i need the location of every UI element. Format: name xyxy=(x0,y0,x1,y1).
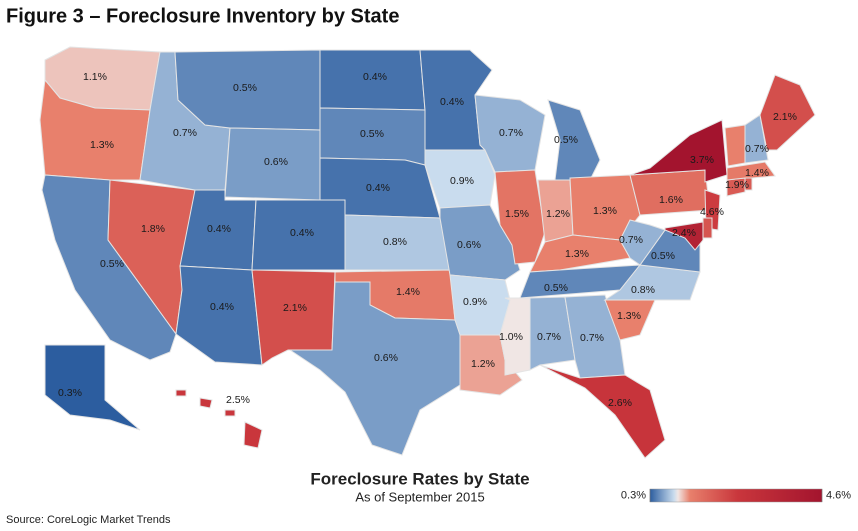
legend-label: 0.3% xyxy=(621,489,646,501)
value-label: 1.2% xyxy=(546,208,570,220)
state xyxy=(494,169,546,265)
legend: 0.3% 4.6% xyxy=(621,488,851,503)
value-label: 4.6% xyxy=(700,206,724,218)
value-label: 0.5% xyxy=(554,134,578,146)
state xyxy=(702,217,713,239)
state xyxy=(44,344,141,431)
state xyxy=(439,204,521,281)
value-label: 1.8% xyxy=(141,223,165,235)
state xyxy=(629,169,711,216)
value-label: 0.4% xyxy=(290,227,314,239)
value-label: 2.4% xyxy=(672,227,696,239)
value-label: 0.4% xyxy=(363,71,387,83)
value-label: 2.5% xyxy=(226,394,250,406)
value-label: 0.7% xyxy=(745,143,769,155)
state xyxy=(759,74,816,151)
value-label: 0.8% xyxy=(631,284,655,296)
value-label: 1.9% xyxy=(725,179,749,191)
value-label: 0.4% xyxy=(207,223,231,235)
state xyxy=(629,119,728,183)
value-label: 1.1% xyxy=(83,71,107,83)
value-label: 1.3% xyxy=(617,310,641,322)
value-label: 0.4% xyxy=(210,301,234,313)
legend-label: 4.6% xyxy=(826,489,851,501)
value-label: 1.3% xyxy=(565,248,589,260)
value-label: 1.4% xyxy=(396,286,420,298)
value-label: 0.5% xyxy=(360,128,384,140)
value-label: 1.3% xyxy=(90,139,114,151)
value-label: 1.4% xyxy=(745,167,769,179)
value-label: 2.6% xyxy=(608,397,632,409)
value-label: 0.9% xyxy=(463,296,487,308)
value-label: 1.3% xyxy=(593,205,617,217)
value-label: 0.5% xyxy=(100,258,124,270)
value-label: 0.7% xyxy=(580,332,604,344)
state xyxy=(288,281,461,456)
value-label: 1.2% xyxy=(471,358,495,370)
value-label: 0.6% xyxy=(264,156,288,168)
labels: 1.1% 1.3% 0.5% 1.8% 0.7% 0.5% 0.6% 0.4% 0.4% 0.4%… xyxy=(58,71,797,409)
value-label: 1.6% xyxy=(659,194,683,206)
subtitle: As of September 2015 xyxy=(355,489,484,504)
state xyxy=(744,177,753,191)
value-label: 0.5% xyxy=(233,82,257,94)
value-label: 0.6% xyxy=(374,352,398,364)
value-label: 0.7% xyxy=(499,127,523,139)
value-label: 0.6% xyxy=(457,239,481,251)
state xyxy=(529,296,576,371)
value-label: 0.7% xyxy=(537,331,561,343)
value-label: 1.5% xyxy=(505,208,529,220)
value-label: 0.9% xyxy=(450,175,474,187)
value-label: 0.7% xyxy=(619,234,643,246)
value-label: 0.5% xyxy=(651,250,675,262)
value-label: 0.5% xyxy=(544,282,568,294)
map xyxy=(39,46,816,459)
state xyxy=(175,265,263,366)
value-label: 0.3% xyxy=(58,387,82,399)
state xyxy=(539,364,666,459)
value-label: 0.7% xyxy=(173,127,197,139)
legend-bar xyxy=(649,488,823,503)
value-label: 0.8% xyxy=(383,236,407,248)
value-label: 1.0% xyxy=(499,331,523,343)
title: Figure 3 – Foreclosure Inventory by Stat… xyxy=(6,5,399,27)
map-title: Foreclosure Rates by State xyxy=(310,469,529,488)
value-label: 2.1% xyxy=(283,302,307,314)
source: Source: CoreLogic Market Trends xyxy=(6,514,171,526)
state xyxy=(724,124,746,167)
value-label: 2.1% xyxy=(773,111,797,123)
state xyxy=(175,389,263,449)
value-label: 0.4% xyxy=(440,96,464,108)
value-label: 0.4% xyxy=(366,182,390,194)
value-label: 3.7% xyxy=(690,154,714,166)
